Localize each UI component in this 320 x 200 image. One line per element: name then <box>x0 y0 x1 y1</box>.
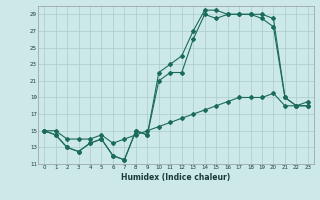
X-axis label: Humidex (Indice chaleur): Humidex (Indice chaleur) <box>121 173 231 182</box>
